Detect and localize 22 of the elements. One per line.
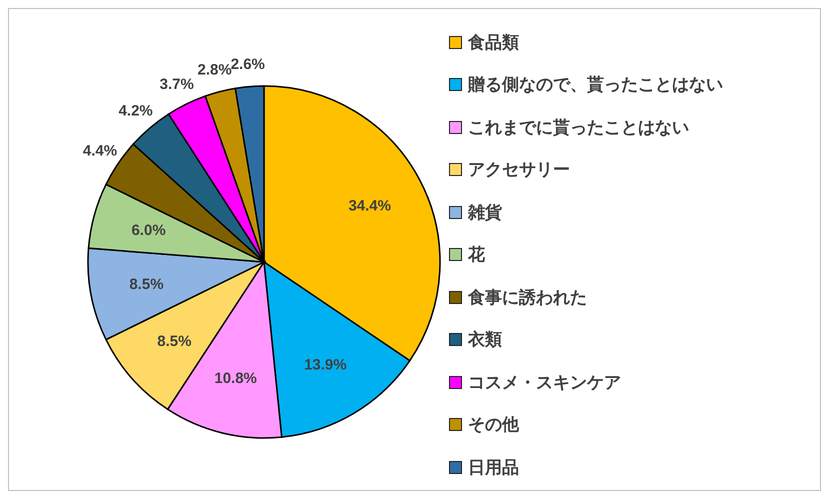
legend-label: 食事に誘われた: [468, 286, 587, 309]
data-label: 2.8%: [198, 62, 232, 79]
data-label: 3.7%: [160, 76, 194, 93]
legend-label: アクセサリー: [468, 159, 570, 182]
data-label: 34.4%: [348, 197, 391, 214]
legend-label: その他: [468, 414, 519, 436]
legend-label: 日用品: [468, 456, 519, 479]
data-label: 13.9%: [304, 356, 347, 374]
legend-label: これまでに貰ったことはない: [468, 116, 689, 139]
legend-label: 食品類: [468, 32, 519, 54]
legend-label: 贈る側なので、貰ったことはない: [468, 74, 723, 96]
legend-label: コスメ・スキンケア: [468, 372, 621, 394]
data-label: 8.5%: [129, 276, 164, 293]
data-label: 8.5%: [157, 332, 192, 350]
data-label: 4.2%: [118, 102, 153, 120]
data-label: 6.0%: [131, 222, 166, 239]
data-label: 4.4%: [82, 142, 118, 160]
data-label: 2.6%: [230, 56, 265, 74]
legend-label: 衣類: [468, 329, 502, 352]
legend-label: 花: [468, 244, 485, 266]
legend-label: 雑貨: [468, 202, 502, 224]
data-label: 10.8%: [214, 370, 257, 387]
